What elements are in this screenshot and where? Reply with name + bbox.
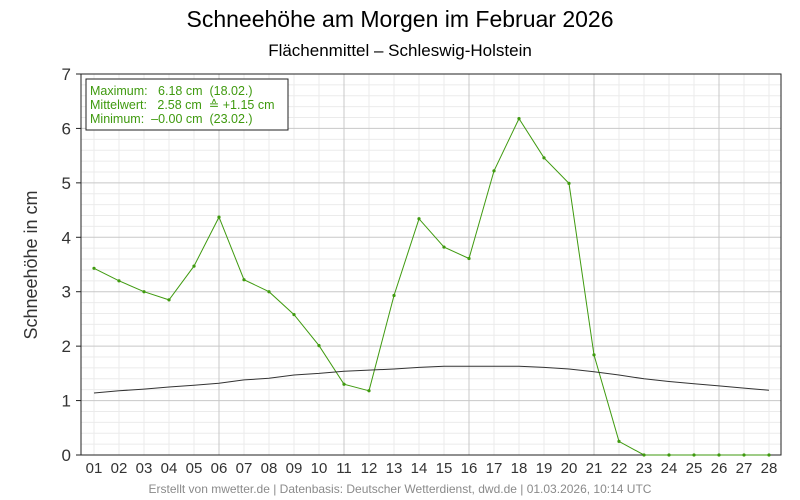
y-tick-label: 2	[62, 337, 71, 356]
snow-depth-point	[617, 439, 621, 443]
snow-depth-point	[167, 298, 171, 302]
snow-depth-point	[392, 293, 396, 298]
x-tick-label: 04	[161, 460, 178, 477]
x-tick-label: 06	[211, 460, 228, 477]
x-tick-label: 21	[586, 460, 603, 477]
x-tick-label: 27	[736, 460, 753, 477]
x-tick-label: 23	[636, 460, 653, 477]
snow-depth-point	[142, 290, 146, 294]
plot-frame	[80, 73, 782, 456]
snow-depth-point	[767, 453, 771, 457]
x-tick-label: 14	[411, 460, 428, 477]
chart-title: Schneehöhe am Morgen im Februar 2026	[186, 6, 613, 32]
x-tick-label: 25	[686, 460, 703, 477]
y-tick-label: 6	[62, 119, 71, 138]
x-tick-label: 02	[111, 460, 128, 477]
snow-depth-point	[517, 117, 521, 121]
snow-depth-point	[642, 453, 646, 457]
y-tick-label: 0	[62, 446, 71, 465]
x-tick-label: 07	[236, 460, 253, 477]
major-grid	[81, 74, 781, 455]
snow-depth-point	[267, 290, 271, 294]
legend-box: Maximum: 6.18 cm (18.02.) Mittelwert: 2.…	[85, 78, 289, 131]
legend-mean: Mittelwert: 2.58 cm ≙ +1.15 cm	[90, 98, 275, 112]
x-tick-label: 09	[286, 460, 303, 477]
y-tick-label: 3	[62, 283, 71, 302]
snow-depth-point	[117, 279, 121, 283]
snow-depth-point	[92, 266, 96, 270]
x-axis-ticks: 01 02 03 04 05 06 07 08 09 10 11 12 13 14 15 16 17 18 19 20…	[86, 460, 778, 477]
x-tick-label: 17	[486, 460, 503, 477]
x-tick-label: 16	[461, 460, 478, 477]
x-tick-label: 01	[86, 460, 103, 477]
snow-depth-point	[242, 278, 246, 282]
x-tick-label: 13	[386, 460, 403, 477]
legend-frame	[85, 78, 289, 131]
legend-minimum: Minimum: –0.00 cm (23.02.)	[90, 112, 253, 126]
snow-depth-point	[342, 382, 346, 386]
y-axis-label: Schneehöhe in cm	[21, 190, 41, 339]
x-tick-label: 08	[261, 460, 278, 477]
x-tick-label: 19	[536, 460, 553, 477]
y-axis-ticks: 0 1 2 3 4 5 6 7	[62, 65, 81, 465]
snow-depth-point	[442, 245, 446, 249]
minor-grid	[81, 74, 781, 455]
y-tick-label: 5	[62, 174, 71, 193]
footer-credit: Erstellt von mwetter.de | Datenbasis: De…	[149, 482, 652, 496]
snow-depth-point	[742, 453, 746, 457]
snow-depth-point	[567, 181, 571, 186]
x-tick-label: 05	[186, 460, 203, 477]
snow-depth-point	[467, 256, 471, 261]
x-tick-label: 28	[761, 460, 778, 477]
x-tick-label: 22	[611, 460, 628, 477]
snow-depth-line	[93, 117, 769, 456]
x-tick-label: 26	[711, 460, 728, 477]
snow-depth-point	[367, 389, 371, 393]
snow-depth-point	[692, 453, 696, 457]
snow-depth-point	[217, 215, 221, 219]
x-tick-label: 11	[336, 460, 352, 477]
x-tick-label: 20	[561, 460, 578, 477]
y-tick-label: 1	[62, 392, 71, 411]
snow-depth-point	[317, 343, 321, 348]
mean-reference-line	[93, 365, 770, 394]
snow-depth-point	[542, 156, 546, 160]
snow-depth-point	[492, 169, 496, 173]
chart-subtitle: Flächenmittel – Schleswig-Holstein	[268, 41, 532, 60]
snow-depth-point	[667, 453, 671, 457]
snow-depth-point	[192, 264, 196, 268]
x-tick-label: 10	[311, 460, 328, 477]
legend-maximum: Maximum: 6.18 cm (18.02.)	[90, 84, 253, 98]
snow-depth-point	[417, 217, 421, 221]
snow-depth-point	[292, 312, 296, 317]
y-tick-label: 4	[62, 228, 71, 247]
x-tick-label: 12	[361, 460, 378, 477]
series-layer	[92, 117, 771, 457]
x-tick-label: 18	[511, 460, 528, 477]
snow-depth-point	[717, 453, 721, 457]
x-tick-label: 24	[661, 460, 678, 477]
y-tick-label: 7	[62, 65, 71, 84]
snow-depth-point	[592, 353, 596, 357]
x-tick-label: 15	[436, 460, 453, 477]
x-tick-label: 03	[136, 460, 153, 477]
